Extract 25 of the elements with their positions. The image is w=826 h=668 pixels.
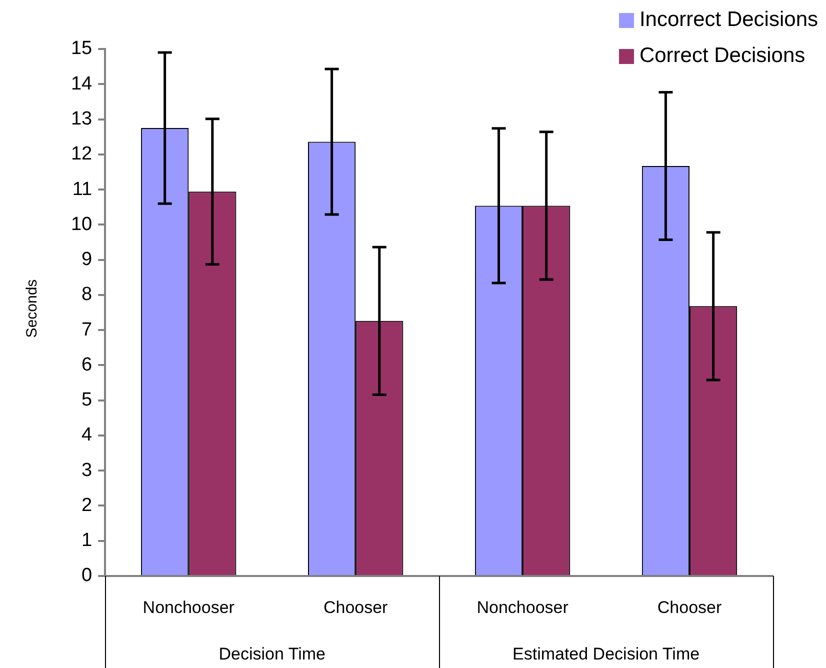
text: Estimated Decision Time — [512, 644, 700, 664]
text: Decision Time — [218, 644, 326, 664]
y-tick-label: 2 — [82, 494, 92, 516]
y-tick-label: 14 — [70, 73, 93, 94]
y-tick-label: 5 — [82, 390, 92, 411]
y-tick-label: 3 — [82, 460, 92, 481]
y-tick-label: 11 — [72, 178, 92, 200]
y-tick-label: 8 — [82, 284, 92, 306]
x-tick-label: Chooser — [323, 598, 388, 617]
y-tick-label: 12 — [70, 144, 92, 165]
y-axis-title: Seconds — [24, 278, 40, 338]
legend-label: Correct Decisions — [639, 44, 806, 68]
y-tick-label: 1 — [82, 530, 92, 552]
y-tick-label: 15 — [70, 38, 92, 60]
y-tick-label: 6 — [82, 354, 92, 376]
x-tick-label: Nonchooser — [142, 598, 235, 617]
y-tick-label: 10 — [70, 214, 92, 235]
y-tick-label: 13 — [70, 108, 92, 130]
y-tick-label: 9 — [82, 249, 92, 270]
y-tick-label: 4 — [82, 424, 93, 446]
x-tick-label: Chooser — [657, 598, 722, 617]
x-tick-label: Nonchooser — [476, 598, 569, 617]
y-tick-label: 0 — [82, 565, 92, 586]
legend-label: Incorrect Decisions — [639, 8, 818, 32]
y-tick-label: 7 — [82, 319, 92, 340]
